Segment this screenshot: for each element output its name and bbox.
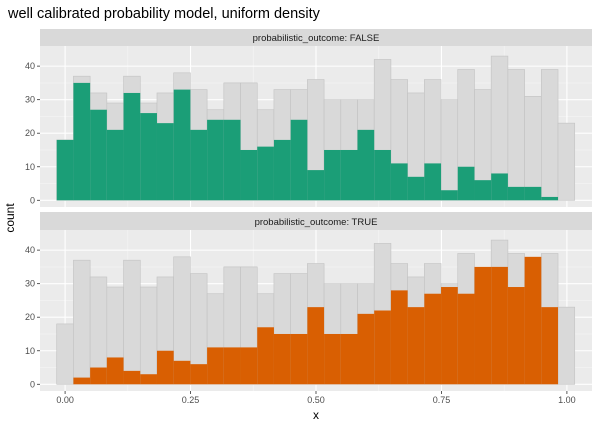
count-bar: [340, 149, 358, 201]
count-bar: [407, 176, 425, 201]
count-bar: [307, 307, 325, 385]
background-bar: [123, 259, 141, 385]
y-tick-label: 10: [25, 162, 35, 172]
count-bar: [90, 109, 107, 201]
count-bar: [207, 119, 224, 201]
strip-label-true: probabilistic_outcome: TRUE: [255, 217, 378, 228]
count-bar: [173, 89, 191, 201]
count-bar: [374, 310, 391, 385]
x-tick-label: 0.25: [182, 395, 200, 405]
count-bar: [390, 290, 408, 385]
count-bar: [491, 266, 508, 385]
count-bar: [290, 119, 308, 201]
strip-label-false: probabilistic_outcome: FALSE: [253, 33, 380, 44]
count-bar: [140, 374, 157, 385]
y-tick-label: 20: [25, 312, 35, 322]
count-bar: [541, 307, 559, 385]
count-bar: [123, 370, 141, 385]
count-bar: [457, 166, 475, 201]
count-bar: [90, 367, 107, 385]
count-bar: [541, 196, 559, 201]
x-tick-label: 1.00: [558, 395, 576, 405]
x-tick-label: 0.50: [307, 395, 325, 405]
count-bar: [441, 287, 458, 385]
count-bar: [441, 190, 458, 201]
count-bar: [457, 293, 475, 385]
count-bar: [173, 360, 191, 385]
count-bar: [190, 129, 208, 201]
background-bar: [524, 96, 542, 201]
background-bar: [139, 286, 158, 385]
background-bar: [541, 69, 559, 201]
y-tick-label: 0: [30, 379, 35, 389]
count-bar: [240, 347, 258, 385]
count-bar: [340, 333, 358, 385]
count-bar: [424, 293, 442, 385]
y-tick-label: 40: [25, 245, 35, 255]
y-tick-label: 0: [30, 195, 35, 205]
background-bar: [557, 122, 576, 201]
count-bar: [390, 163, 408, 201]
y-axis-false: 0 10 20 30 40: [25, 61, 40, 205]
y-tick-label: 30: [25, 95, 35, 105]
x-axis: 0.00 0.25 0.50 0.75 1.00: [56, 391, 576, 405]
count-bar: [491, 173, 508, 201]
count-bar: [324, 149, 341, 201]
count-bar: [290, 333, 308, 385]
count-bar: [474, 180, 492, 201]
count-bar: [374, 149, 391, 201]
count-bar: [273, 139, 291, 201]
count-bar: [307, 170, 325, 201]
count-bar: [73, 82, 91, 201]
count-bar: [106, 129, 124, 201]
strip-bg-false: [40, 29, 592, 46]
chart-title: well calibrated probability model, unifo…: [7, 6, 321, 22]
count-bar: [507, 186, 525, 201]
strip-bg-true: [40, 212, 592, 230]
count-bar: [140, 113, 157, 201]
x-axis-title: x: [313, 408, 319, 422]
y-tick-label: 40: [25, 61, 35, 71]
y-axis-true: 0 10 20 30 40: [25, 245, 40, 389]
count-bar: [257, 146, 274, 201]
count-bar: [123, 92, 141, 201]
count-bar: [357, 129, 375, 201]
series-bars-true: [73, 256, 559, 385]
count-bar: [223, 119, 241, 201]
count-bar: [524, 186, 542, 201]
panel-true: probabilistic_outcome: TRUE 0 10 20 30 40: [25, 212, 592, 391]
count-bar: [73, 377, 91, 385]
count-bar: [156, 350, 174, 385]
panel-false: probabilistic_outcome: FALSE 0 10 20 30 40: [25, 29, 592, 207]
x-tick-label: 0.00: [56, 395, 74, 405]
background-bar: [56, 323, 74, 385]
count-bar: [257, 327, 274, 385]
x-tick-label: 0.75: [433, 395, 451, 405]
count-bar: [474, 266, 492, 385]
count-bar: [207, 347, 224, 385]
count-bar: [106, 357, 124, 385]
count-bar: [324, 333, 341, 385]
background-bar: [507, 69, 525, 201]
background-bar: [557, 306, 576, 385]
count-bar: [190, 364, 208, 385]
count-bar: [524, 256, 542, 385]
count-bar: [424, 163, 442, 201]
count-bar: [156, 123, 174, 201]
count-bar: [357, 313, 375, 385]
y-axis-title: count: [3, 203, 17, 233]
count-bar: [407, 307, 425, 385]
background-bar: [440, 99, 459, 201]
count-bar: [273, 333, 291, 385]
series-bars-false: [56, 82, 559, 201]
y-tick-label: 30: [25, 279, 35, 289]
count-bar: [507, 287, 525, 385]
y-tick-label: 20: [25, 128, 35, 138]
count-bar: [223, 347, 241, 385]
count-bar: [56, 139, 74, 201]
background-bar: [73, 259, 91, 385]
y-tick-label: 10: [25, 346, 35, 356]
count-bar: [240, 149, 258, 201]
